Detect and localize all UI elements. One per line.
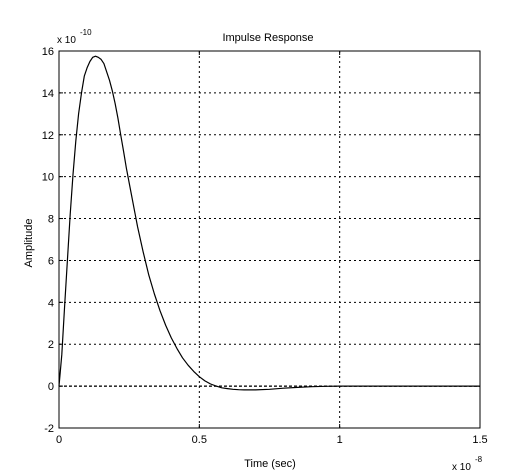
impulse-response-line — [58, 55, 480, 391]
y-tick-label: 4 — [48, 297, 54, 309]
x-tick-label: 1 — [337, 434, 343, 446]
x-axis-label: Time (sec) — [244, 458, 296, 470]
tick-marks — [58, 50, 481, 429]
x-tick-label: 0.5 — [192, 434, 207, 446]
y-tick-label: 12 — [42, 130, 54, 142]
x-exponent-power: -8 — [475, 455, 483, 464]
axes-frame — [58, 50, 481, 429]
x-tick-label: 0 — [56, 434, 62, 446]
y-axis-label: Amplitude — [23, 219, 35, 268]
chart-title: Impulse Response — [222, 32, 313, 44]
series-layer — [58, 55, 480, 391]
y-exponent-label: x 10 — [57, 35, 76, 46]
y-tick-label: 6 — [48, 255, 54, 267]
y-tick-label: 14 — [42, 88, 54, 100]
y-tick-label: 2 — [48, 339, 54, 351]
x-exponent-label: x 10 — [452, 462, 471, 473]
y-tick-label: 8 — [48, 214, 54, 226]
y-tick-label: 10 — [42, 172, 54, 184]
x-tick-label: 1.5 — [472, 434, 487, 446]
y-exponent-power: -10 — [80, 28, 92, 37]
y-tick-label: 16 — [42, 46, 54, 58]
y-tick-label: -2 — [44, 423, 54, 435]
y-tick-label: 0 — [48, 381, 54, 393]
